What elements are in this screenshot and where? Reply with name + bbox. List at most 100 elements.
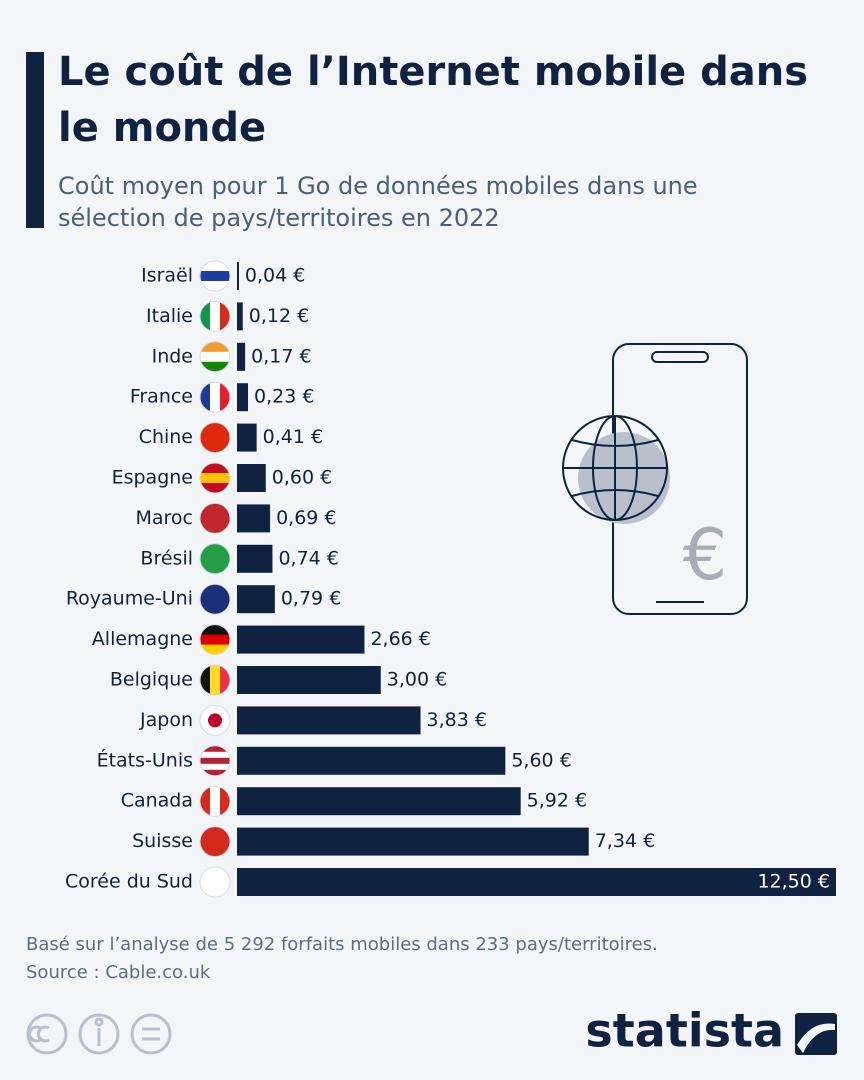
phone-icon (562, 343, 748, 615)
bar (237, 423, 257, 452)
flag-stripe (200, 463, 230, 474)
flag-stripe (200, 763, 230, 771)
title-accent (26, 52, 44, 228)
bar (237, 868, 836, 896)
flag-stripe (200, 826, 230, 857)
category-label: Royaume-Uni (66, 588, 193, 610)
nd-icon (130, 1013, 172, 1055)
bar (237, 342, 246, 371)
chart-subtitle: Coût moyen pour 1 Go de données mobiles … (58, 172, 698, 232)
bar (237, 666, 381, 694)
flag (200, 503, 230, 534)
value-label: 5,60 € (511, 749, 571, 771)
flag-border (199, 260, 231, 292)
value-label: 0,69 € (276, 507, 336, 529)
value-label: 0,79 € (281, 588, 341, 610)
bars: Israël 0,04 € Italie 0,12 € Inde 0,17 € France… (65, 260, 836, 898)
flag-stripe (200, 584, 230, 615)
bar (237, 746, 506, 775)
flag-stripe (210, 382, 221, 413)
bar (237, 585, 275, 614)
flag-stripe (200, 483, 230, 493)
flag-border (199, 624, 231, 656)
category-label: Espagne (112, 467, 193, 489)
flag (200, 301, 230, 332)
bar (237, 625, 365, 654)
bar (237, 544, 273, 573)
flag-stripe (200, 786, 211, 817)
brand-swoosh (797, 1023, 835, 1053)
flag-stripe (200, 351, 230, 363)
flag-stripe (200, 281, 230, 291)
flag-border (199, 341, 231, 373)
flag-stripe (220, 786, 230, 817)
flag (200, 745, 230, 776)
category-label: Inde (152, 345, 193, 367)
flag-border (199, 300, 231, 332)
category-label: Allemagne (92, 628, 193, 650)
note: Basé sur l’analyse de 5 292 forfaits mob… (26, 934, 658, 955)
value-label: 2,66 € (370, 628, 430, 650)
brand-logo: statista (585, 1004, 784, 1058)
value-label: 7,34 € (595, 830, 655, 852)
flag-stripe (200, 757, 230, 765)
flag-stripe (200, 261, 230, 272)
flag-border (199, 381, 231, 413)
cc-letters (27, 1025, 50, 1043)
flag (200, 382, 230, 413)
bar (237, 787, 521, 816)
flag-border (199, 866, 231, 898)
by-head (94, 1017, 104, 1027)
flag-border (199, 422, 231, 454)
flag-stripe (200, 745, 230, 753)
bar (237, 262, 239, 290)
flag-stripe (220, 382, 230, 413)
value-label: 0,41 € (263, 426, 323, 448)
flag (200, 584, 230, 615)
category-label: Suisse (132, 830, 193, 852)
category-label: Israël (141, 265, 193, 287)
flag-stripe (200, 751, 230, 759)
category-label: Corée du Sud (65, 871, 193, 893)
value-label: 0,12 € (249, 305, 309, 327)
flag-stripe (220, 301, 230, 332)
flag-stripe (200, 422, 230, 453)
brand-mark (795, 1013, 837, 1055)
flag-border (199, 583, 231, 615)
chart-title: Le coût de l’Internet mobile dans le mond… (58, 49, 808, 151)
flag (200, 867, 230, 897)
bar (237, 504, 271, 533)
bar (237, 302, 243, 331)
source: Source : Cable.co.uk (26, 962, 211, 983)
flag-border (199, 785, 231, 817)
flag-stripe (200, 867, 230, 897)
flag-stripe (200, 341, 230, 353)
value-label: 0,60 € (272, 467, 332, 489)
value-label: 0,17 € (251, 345, 311, 367)
phone-speaker (651, 351, 709, 363)
flag-border (199, 462, 231, 494)
category-label: Belgique (110, 669, 193, 691)
flag-stripe (210, 665, 221, 695)
flag (200, 826, 230, 857)
flag-stripe (200, 301, 211, 332)
flag-border (199, 664, 231, 696)
category-label: Brésil (140, 547, 193, 569)
category-label: Canada (121, 790, 193, 812)
value-label: 12,50 € (757, 871, 830, 893)
category-label: Chine (139, 426, 193, 448)
value-label: 3,00 € (387, 669, 447, 691)
by-icon (78, 1013, 120, 1055)
flag (200, 422, 230, 453)
flag-border (199, 502, 231, 534)
flag-stripe (200, 271, 230, 282)
globe-parallels (571, 439, 659, 497)
flag-stripe (200, 543, 230, 574)
flag-stripe (200, 473, 230, 484)
flag (200, 543, 230, 574)
flag-border (199, 704, 231, 736)
value-label: 5,92 € (527, 790, 587, 812)
flag-border (199, 826, 231, 858)
value-label: 3,83 € (427, 709, 487, 731)
